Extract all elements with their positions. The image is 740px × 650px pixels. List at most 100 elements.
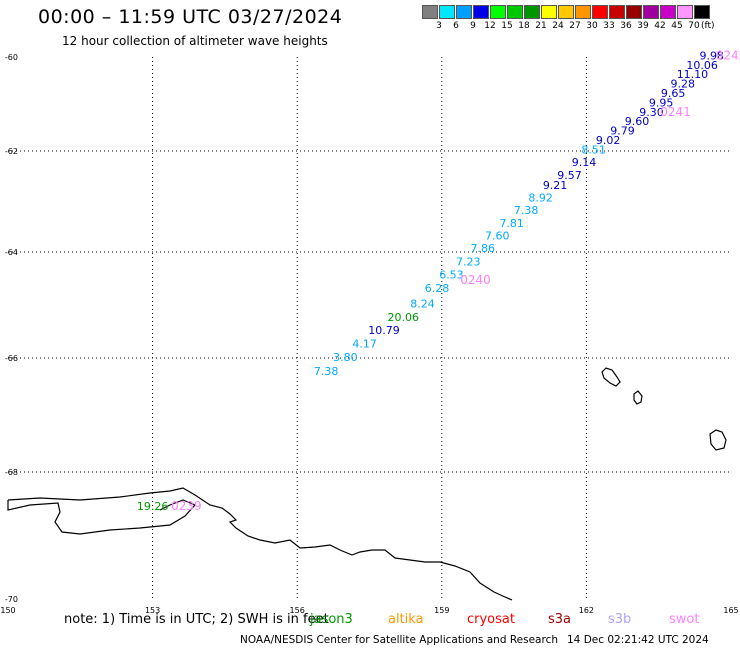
coastline [7, 367, 727, 601]
map-subtitle: 12 hour collection of altimeter wave hei… [62, 34, 328, 48]
lat-tick-label: -64 [5, 248, 18, 257]
colorbar-swatch [507, 5, 523, 19]
colorbar-tick-label: 42 [654, 21, 666, 31]
colorbar-swatch [422, 5, 438, 19]
colorbar-tick-label: 24 [552, 21, 564, 31]
colorbar-swatch [694, 5, 710, 19]
colorbar-swatch [490, 5, 506, 19]
wave-height-value: 9.98 [699, 49, 724, 62]
colorbar-tick-label: 3 [436, 21, 442, 31]
lat-tick-label: -68 [5, 468, 18, 477]
colorbar-swatch [439, 5, 455, 19]
pass-number-label: 0241 [660, 105, 691, 119]
colorbar-tick-label: 21 [535, 21, 547, 31]
colorbar-tick-label: 39 [637, 21, 649, 31]
colorbar-tick-label: 18 [518, 21, 530, 31]
colorbar-tick-label: 27 [569, 21, 581, 31]
pass-number-label: 0240 [460, 273, 491, 287]
credit-text: NOAA/NESDIS Center for Satellite Applica… [240, 634, 558, 646]
wave-height-value: 7.23 [456, 255, 481, 268]
wave-height-value: 8.92 [528, 192, 553, 205]
lat-tick-label: -60 [5, 53, 18, 62]
balleny-island-2 [633, 390, 643, 405]
pass-number-label: 0242 [716, 48, 740, 62]
satellite-legend-item: s3b [608, 612, 632, 627]
lat-tick-label: -62 [5, 147, 18, 156]
colorbar-swatch [677, 5, 693, 19]
colorbar-tick-label: 30 [586, 21, 598, 31]
wave-height-value: 9.95 [649, 96, 674, 109]
antarctic-coastline [7, 487, 513, 601]
coastline-inlet [7, 499, 197, 535]
balleny-island-3 [709, 429, 727, 451]
map-title: 00:00 – 11:59 UTC 03/27/2024 [38, 6, 343, 28]
wave-height-value: 10.79 [368, 324, 400, 337]
wave-height-value: 10.06 [686, 59, 718, 72]
colorbar-tick-label: 6 [453, 21, 459, 31]
altimeter-track: 9.9810.0611.109.289.659.959.309.609.799.… [137, 48, 740, 513]
colorbar-unit: (ft) [701, 21, 715, 31]
wave-height-value: 9.65 [661, 87, 686, 100]
colorbar-swatch [473, 5, 489, 19]
lon-tick-label: 159 [434, 606, 449, 615]
colorbar-swatch [541, 5, 557, 19]
wave-height-value: 4.17 [352, 337, 377, 350]
wave-height-value: 9.28 [671, 78, 696, 91]
wave-height-value: 9.79 [610, 125, 635, 138]
satellite-legend-item: jason3 [310, 612, 353, 627]
wave-height-value: 20.06 [387, 311, 419, 324]
colorbar-tick-label: 45 [671, 21, 683, 31]
wave-height-value: 9.30 [639, 106, 664, 119]
colorbar-swatch [575, 5, 591, 19]
colorbar-tick-label: 36 [620, 21, 632, 31]
colorbar-tick-label: 33 [603, 21, 615, 31]
wave-height-value: 19.26 [137, 500, 169, 513]
colorbar-swatch [643, 5, 659, 19]
wave-height-value: 9.14 [572, 156, 597, 169]
footnote-text: note: 1) Time is in UTC; 2) SWH is in fe… [64, 612, 329, 627]
wave-height-value: 8.51 [581, 144, 606, 157]
balleny-island-1 [601, 367, 621, 387]
wave-height-value: 6.28 [425, 282, 450, 295]
wave-height-value: 7.60 [485, 229, 510, 242]
wave-height-colorbar: 3 6 9 12 15 18 21 24 27 30 33 36 39 42 45 70 (ft) [0, 0, 740, 40]
lon-tick-label: 162 [579, 606, 594, 615]
wave-height-value: 6.53 [439, 269, 464, 282]
colorbar-swatch [524, 5, 540, 19]
footnote-note: note: 1) Time is in UTC; 2) SWH is in fe… [64, 612, 329, 627]
satellite-legend-item: swot [669, 612, 700, 627]
wave-height-value: 9.21 [543, 179, 568, 192]
colorbar-tick-label: 70 [688, 21, 700, 31]
wave-height-value: 7.38 [514, 204, 539, 217]
wave-height-value: 3.80 [333, 351, 358, 364]
satellite-legend-item: altika [388, 612, 424, 627]
colorbar-tick-label: 9 [470, 21, 476, 31]
axis-labels: 150 153 156 159 162 165 -60 -62 -64 -66 -68 -70 [0, 53, 738, 615]
colorbar-swatch [456, 5, 472, 19]
graticule [8, 57, 731, 599]
colorbar-swatch [660, 5, 676, 19]
lon-tick-label: 150 [0, 606, 15, 615]
colorbar-tick-label: 12 [484, 21, 496, 31]
wave-height-value: 9.60 [625, 115, 650, 128]
satellite-legend-item: cryosat [467, 612, 515, 627]
wave-height-value: 7.38 [314, 365, 339, 378]
colorbar-tick-label: 15 [501, 21, 513, 31]
generated-timestamp: 14 Dec 02:21:42 UTC 2024 [567, 634, 709, 646]
colorbar-swatch [609, 5, 625, 19]
wave-height-value: 7.86 [471, 242, 496, 255]
lon-tick-label: 156 [290, 606, 305, 615]
satellite-legend-item: s3a [548, 612, 572, 627]
lat-tick-label: -70 [5, 595, 18, 604]
colorbar-swatch [592, 5, 608, 19]
colorbar-swatch [626, 5, 642, 19]
wave-height-value: 8.24 [410, 298, 435, 311]
wave-height-value: 9.02 [596, 134, 621, 147]
wave-height-value: 11.10 [677, 68, 709, 81]
wave-height-value: 7.81 [499, 217, 524, 230]
lon-tick-label: 165 [723, 606, 738, 615]
lon-tick-label: 153 [145, 606, 160, 615]
colorbar-swatch [558, 5, 574, 19]
lat-tick-label: -66 [5, 354, 18, 363]
